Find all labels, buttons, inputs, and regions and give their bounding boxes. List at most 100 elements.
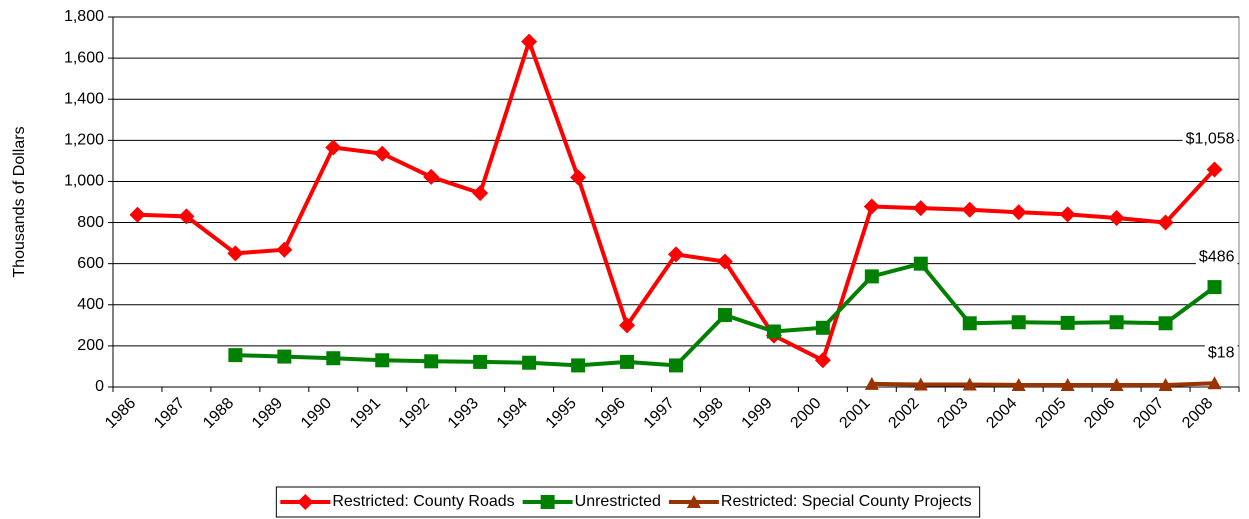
plot-border: [112, 16, 1240, 388]
series-line: [137, 39, 1216, 363]
y-tick-label: 600: [77, 255, 104, 272]
y-tick-label: 800: [77, 214, 104, 231]
legend-item: Restricted: Special County Projects: [668, 493, 972, 510]
point: [716, 253, 733, 270]
data-label: $486: [1199, 248, 1235, 265]
x-tick-label: 2008: [1179, 395, 1216, 432]
x-tick-label: 1987: [151, 395, 188, 432]
point: [1011, 377, 1026, 391]
point: [1059, 206, 1076, 223]
x-tick-label: 1996: [592, 395, 629, 432]
point: [863, 198, 880, 215]
x-tick-label: 1998: [690, 395, 727, 432]
x-tick-label: 1999: [739, 395, 776, 432]
legend-marker: [540, 495, 555, 509]
x-tick-label: 1992: [396, 395, 433, 432]
x-tick-label: 1990: [298, 395, 335, 432]
point: [276, 241, 293, 258]
point: [374, 145, 391, 162]
legend: Restricted: County Roads Unrestricted Rest…: [275, 486, 981, 518]
point: [1207, 376, 1222, 390]
point: [913, 256, 928, 271]
point: [619, 317, 636, 334]
legend-box: [275, 486, 981, 518]
point: [864, 269, 879, 284]
point: [1060, 377, 1075, 391]
point: [326, 351, 341, 366]
point: [571, 358, 586, 373]
point: [814, 352, 831, 369]
series-line: [871, 381, 1215, 387]
point: [1010, 204, 1027, 221]
point: [766, 324, 781, 339]
point: [570, 169, 587, 186]
point: [1011, 315, 1026, 330]
point: [227, 245, 244, 262]
point: [1207, 280, 1222, 295]
y-tick-label: 1,800: [64, 8, 104, 25]
x-tick-label: 1994: [494, 395, 531, 432]
point: [961, 201, 978, 218]
x-tick-label: 1988: [200, 395, 237, 432]
point: [424, 354, 439, 369]
y-tick-label: 400: [77, 296, 104, 313]
point: [1206, 161, 1223, 178]
x-tick-label: 2006: [1081, 395, 1118, 432]
legend-label: Restricted: Special County Projects: [721, 493, 972, 510]
x-tick-label: 2005: [1032, 395, 1069, 432]
point: [717, 308, 732, 323]
point: [277, 349, 292, 364]
point: [620, 354, 635, 369]
y-tick-label: 0: [95, 378, 104, 395]
point: [129, 206, 146, 223]
point: [228, 348, 243, 363]
point: [1108, 210, 1125, 227]
legend-item: Unrestricted: [522, 493, 661, 510]
data-label-bg: [1195, 246, 1238, 269]
point: [472, 185, 489, 202]
point: [1158, 377, 1173, 391]
x-tick-label: 1986: [102, 395, 139, 432]
y-tick-label: 200: [77, 337, 104, 354]
legend-item: Restricted: County Roads: [280, 493, 515, 510]
point: [668, 246, 684, 263]
y-tick-label: 1,000: [64, 173, 104, 190]
legend-marker: [297, 494, 314, 510]
y-tick-label: 1,600: [64, 49, 104, 66]
point: [1109, 315, 1124, 330]
point: [962, 316, 977, 331]
x-tick-label: 1989: [249, 395, 286, 432]
point: [913, 377, 928, 391]
point: [178, 208, 195, 225]
y-tick-label: 1,400: [64, 90, 104, 107]
point: [375, 353, 390, 368]
x-tick-label: 2000: [787, 395, 824, 432]
point: [1158, 316, 1173, 331]
y-tick-label: 1,200: [64, 132, 104, 149]
data-label: $18: [1208, 345, 1235, 362]
point: [473, 354, 488, 369]
point: [815, 320, 830, 335]
data-label-bg: [1182, 128, 1238, 151]
x-tick-label: 1991: [347, 395, 384, 432]
legend-marker: [686, 495, 701, 508]
point: [912, 200, 929, 217]
x-tick-label: 1993: [445, 395, 482, 432]
point: [1157, 214, 1174, 231]
x-tick-label: 2007: [1130, 395, 1167, 432]
legend-label: Unrestricted: [575, 493, 661, 510]
data-label-bg: [1204, 342, 1238, 365]
x-tick-label: 1997: [641, 395, 678, 432]
point: [669, 358, 683, 373]
x-tick-label: 2002: [885, 395, 922, 432]
point: [325, 139, 342, 156]
y-axis-label: Thousands of Dollars: [11, 126, 28, 277]
x-tick-label: 2003: [934, 395, 971, 432]
point: [864, 376, 879, 390]
x-tick-label: 2004: [983, 395, 1020, 432]
legend-label: Restricted: County Roads: [332, 493, 514, 510]
point: [1060, 315, 1075, 330]
data-label: $1,058: [1186, 131, 1235, 148]
point: [962, 377, 977, 391]
